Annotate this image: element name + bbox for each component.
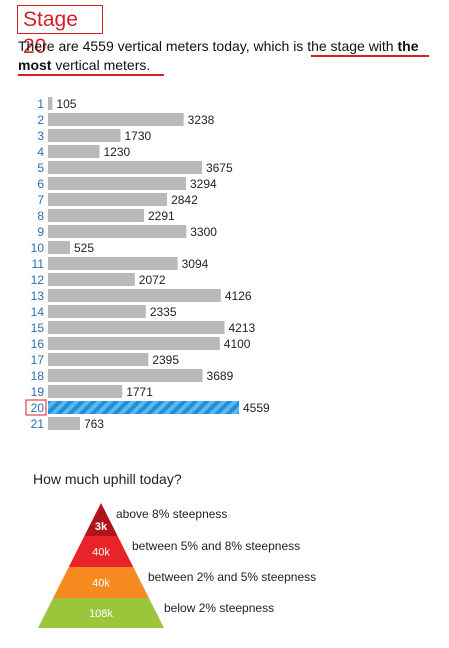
bar [48, 257, 178, 270]
category-label: 10 [31, 241, 45, 255]
value-label: 2072 [139, 273, 166, 287]
bar [48, 209, 144, 222]
category-label: 3 [37, 129, 44, 143]
category-label: 15 [31, 321, 45, 335]
bar [48, 369, 203, 382]
intro-part-3: the most [18, 38, 419, 73]
category-label: 11 [32, 257, 45, 271]
pyramid-level-label: between 5% and 8% steepness [132, 539, 300, 553]
value-label: 763 [84, 417, 104, 431]
pyramid-level-value: 3k [95, 521, 108, 533]
value-label: 1771 [126, 385, 153, 399]
value-label: 1230 [104, 145, 131, 159]
intro-text: There are 4559 vertical meters today, wh… [18, 37, 443, 75]
value-label: 3675 [206, 161, 233, 175]
bar [48, 305, 146, 318]
value-label: 3238 [188, 113, 215, 127]
pyramid-level [84, 503, 118, 536]
bar [48, 113, 184, 126]
uphill-title: How much uphill today? [33, 471, 182, 487]
intro-underline-1 [311, 55, 429, 57]
pyramid-level-label: below 2% steepness [164, 601, 274, 615]
bar [48, 353, 149, 366]
stage-title: Stage 20 [17, 5, 103, 58]
bar [48, 289, 221, 302]
vertical-meters-bar-chart: 1 105 2 3238 3 1730 4 1230 5 3675 6 3294 7 2842 8 2291 9… [25, 97, 270, 431]
bar [48, 129, 121, 142]
bar [48, 97, 53, 110]
category-label: 9 [37, 225, 44, 239]
bar [48, 417, 80, 430]
pyramid-level-value: 108k [89, 608, 113, 620]
category-label: 5 [37, 161, 44, 175]
bar [48, 241, 70, 254]
category-label: 21 [31, 417, 45, 431]
pyramid-level [68, 536, 134, 567]
value-label: 3689 [207, 369, 234, 383]
intro-part-2: the stage with [307, 38, 398, 54]
value-label: 3300 [190, 225, 217, 239]
value-label: 1730 [124, 129, 151, 143]
pyramid-level-value: 40k [92, 547, 110, 559]
bar [48, 321, 225, 334]
bar [48, 193, 168, 206]
value-label: 4559 [243, 401, 270, 415]
bar-highlighted [48, 401, 239, 414]
value-label: 2335 [150, 305, 177, 319]
category-label: 6 [37, 177, 44, 191]
category-label: 4 [37, 145, 44, 159]
bar [48, 225, 187, 238]
category-label: 14 [31, 305, 45, 319]
value-label: 4213 [229, 321, 256, 335]
category-label: 18 [31, 369, 45, 383]
value-label: 525 [74, 241, 94, 255]
intro-underline-2 [18, 74, 164, 76]
highlight-box [25, 399, 47, 416]
category-label: 2 [37, 113, 44, 127]
pyramid-level [53, 567, 149, 598]
category-label: 20 [31, 401, 45, 415]
intro-part-4: vertical meters. [51, 57, 151, 73]
value-label: 3094 [182, 257, 209, 271]
intro-part-1: There are 4559 vertical meters today, wh… [18, 38, 308, 54]
value-label: 4100 [224, 337, 251, 351]
bar [48, 177, 187, 190]
category-label: 12 [31, 273, 45, 287]
pyramid-level-value: 40k [92, 578, 110, 590]
bar [48, 273, 135, 286]
category-label: 13 [31, 289, 45, 303]
value-label: 4126 [225, 289, 252, 303]
category-label: 19 [31, 385, 45, 399]
bar [48, 145, 100, 158]
value-label: 2291 [148, 209, 175, 223]
category-label: 1 [37, 97, 44, 111]
category-label: 8 [37, 209, 44, 223]
pyramid-level [38, 598, 164, 628]
category-label: 16 [31, 337, 45, 351]
value-label: 105 [56, 97, 76, 111]
category-label: 7 [37, 193, 44, 207]
pyramid-level-label: between 2% and 5% steepness [148, 570, 316, 584]
bar [48, 161, 202, 174]
value-label: 3294 [190, 177, 217, 191]
value-label: 2395 [152, 353, 179, 367]
category-label: 17 [31, 353, 45, 367]
value-label: 2842 [171, 193, 198, 207]
bar [48, 337, 220, 350]
pyramid-level-label: above 8% steepness [116, 507, 227, 521]
bar [48, 385, 123, 398]
